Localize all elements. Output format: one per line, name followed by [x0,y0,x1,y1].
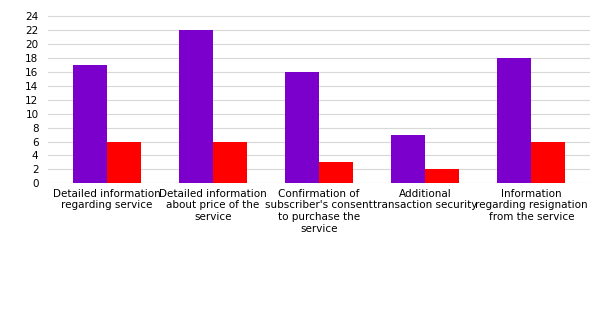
Bar [285,72,319,183]
Bar [213,142,247,183]
Bar [179,30,213,183]
Legend: Premium rate services, Direct carrier billing: Premium rate services, Direct carrier bi… [172,314,467,316]
Bar [532,142,565,183]
Bar [73,65,107,183]
Bar [319,162,353,183]
Bar [425,169,459,183]
Bar [391,135,425,183]
Bar [107,142,141,183]
Bar [497,58,532,183]
